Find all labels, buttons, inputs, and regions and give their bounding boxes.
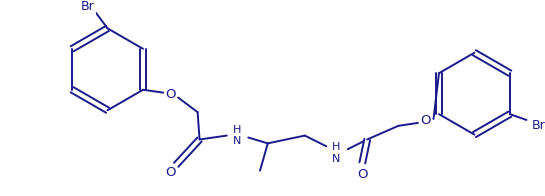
Text: O: O	[165, 166, 175, 179]
Text: Br: Br	[531, 119, 545, 132]
Text: O: O	[420, 114, 431, 127]
Text: H
N: H N	[232, 125, 241, 146]
Text: Br: Br	[81, 0, 95, 13]
Text: O: O	[357, 168, 367, 181]
Text: H
N: H N	[332, 142, 340, 164]
Text: O: O	[165, 88, 175, 101]
